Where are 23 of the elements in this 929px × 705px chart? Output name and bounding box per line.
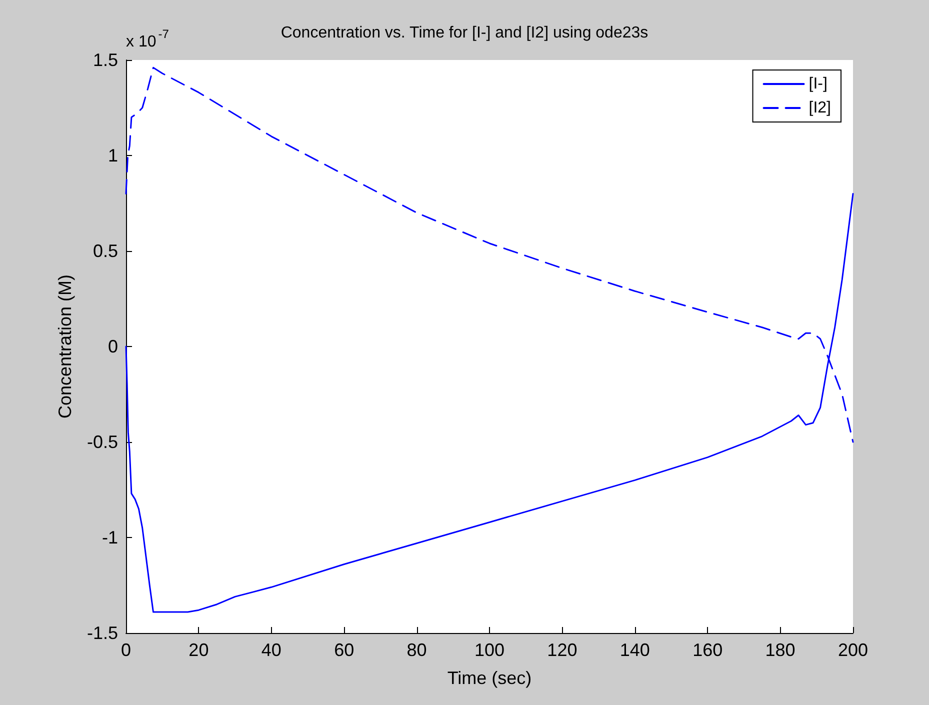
legend-label: [I2] <box>808 100 831 116</box>
y-tick-label: -0.5 <box>86 432 118 452</box>
legend-label: [I-] <box>808 76 828 92</box>
x-tick-label: 120 <box>547 640 578 660</box>
x-tick-label: 20 <box>188 640 209 660</box>
x-tick-label: 60 <box>334 640 354 660</box>
chart-title: Concentration vs. Time for [I-] and [I2] using ode23s <box>280 24 648 42</box>
y-axis-title: Concentration (M) <box>55 274 75 419</box>
x-tick-label: 100 <box>474 640 505 660</box>
x-tick-label: 80 <box>406 640 427 660</box>
y-tick-label: 0.5 <box>92 241 118 261</box>
y-tick-label: 1 <box>108 146 118 166</box>
x-tick-label: 40 <box>261 640 282 660</box>
x-tick-label: 0 <box>120 640 132 660</box>
y-tick-label: 1.5 <box>92 50 118 70</box>
y-tick-label: 0 <box>108 336 118 356</box>
x-axis-title: Time (sec) <box>447 668 532 688</box>
x-tick-label: 160 <box>692 640 723 660</box>
x-tick-label: 200 <box>838 640 868 660</box>
x-tick-label: 180 <box>765 640 796 660</box>
y-tick-label: -1.5 <box>86 623 118 643</box>
y-tick-label: -1 <box>102 528 118 548</box>
x-tick-label: 140 <box>620 640 650 660</box>
